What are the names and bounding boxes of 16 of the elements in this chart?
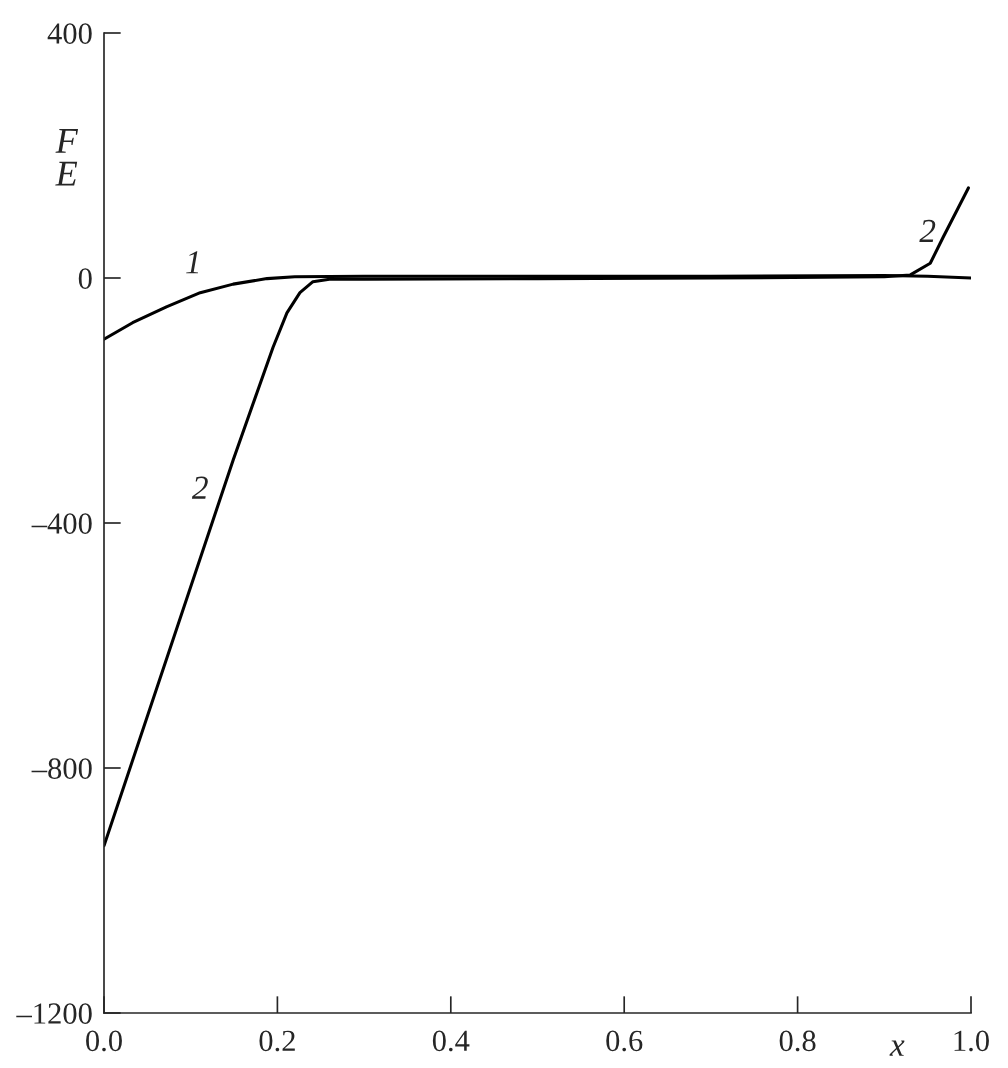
y-tick-label: 400 (47, 23, 92, 44)
y-tick-label: 0 (78, 268, 92, 289)
x-tick-label: 0.2 (259, 1030, 295, 1052)
x-tick-label: 0.4 (432, 1030, 470, 1052)
x-axis-title: x (889, 1040, 905, 1056)
y-tick-label: –400 (31, 513, 92, 534)
annotation: 2 (191, 476, 208, 499)
x-tick-label: 0.0 (86, 1030, 122, 1052)
y-axis-title: F E (55, 129, 79, 186)
annotation: 2 (919, 219, 936, 242)
annotation: 1 (186, 251, 199, 274)
y-tick-label: –800 (31, 758, 92, 779)
x-tick-label: 0.6 (606, 1030, 643, 1052)
y-tick-label: –1200 (16, 1003, 92, 1024)
x-tick-label: 1.0 (954, 1030, 989, 1052)
x-tick-label: 0.8 (779, 1030, 816, 1052)
